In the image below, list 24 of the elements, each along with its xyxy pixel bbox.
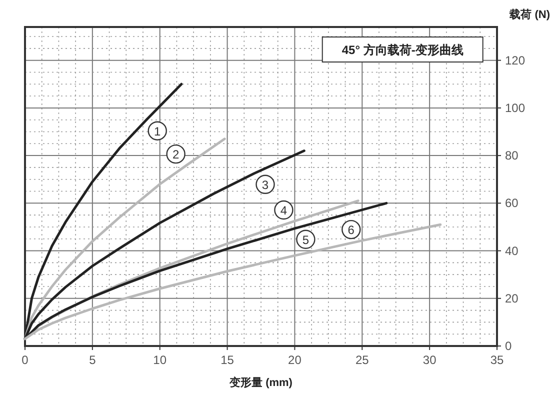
ytick: 120 <box>505 53 526 68</box>
xtick: 35 <box>490 353 504 367</box>
ytick: 80 <box>505 148 518 163</box>
xtick: 25 <box>355 353 369 367</box>
series-label: 5 <box>302 232 310 247</box>
series-label: 4 <box>280 204 288 218</box>
ytick: 20 <box>505 291 518 306</box>
xtick: 10 <box>153 353 167 367</box>
ytick: 100 <box>505 100 526 115</box>
xtick: 0 <box>22 353 28 367</box>
xtick: 20 <box>288 353 302 367</box>
ytick: 0 <box>505 339 512 353</box>
series-label: 1 <box>154 124 162 138</box>
xtick: 5 <box>89 353 96 367</box>
ytick: 40 <box>505 244 518 258</box>
title: 45° 方向载荷-变形曲线 <box>342 43 464 57</box>
xtick: 30 <box>422 353 436 367</box>
xlabel: 变形量 (mm) <box>230 377 292 389</box>
series-label: 2 <box>172 148 180 162</box>
ylabel: 载荷 (N) <box>510 9 550 21</box>
series-label: 3 <box>262 178 269 192</box>
ytick: 60 <box>505 196 518 210</box>
series-label: 6 <box>348 223 355 238</box>
xtick: 15 <box>220 353 234 367</box>
